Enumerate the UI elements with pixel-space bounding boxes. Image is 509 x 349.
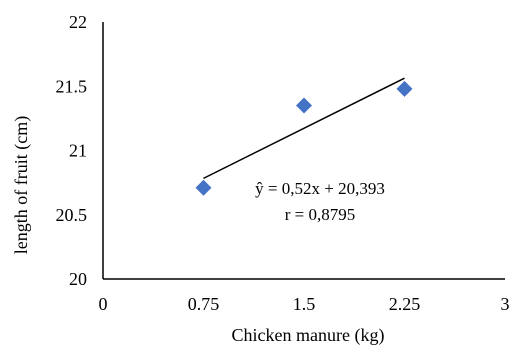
x-tick-labels: 0 0.75 1.5 2.25 3 (99, 294, 509, 314)
x-tick-label: 0.75 (188, 294, 220, 314)
x-axis-title: Chicken manure (kg) (232, 325, 385, 346)
trendline-equation: ŷ = 0,52x + 20,393 (255, 179, 385, 198)
correlation-coefficient: r = 0,8795 (285, 205, 356, 224)
data-point-marker (296, 97, 312, 114)
x-tick-label: 0 (99, 294, 108, 314)
trendline (203, 77, 405, 180)
data-point-marker (195, 179, 212, 196)
x-tick-label: 1.5 (293, 294, 316, 314)
data-points (195, 80, 413, 196)
y-tick-label: 20.5 (56, 205, 88, 225)
y-tick-labels: 20 20.5 21 21.5 22 (56, 12, 88, 289)
y-axis-title: length of fruit (cm) (11, 116, 32, 254)
data-point-marker (396, 80, 413, 97)
y-tick-label: 21.5 (56, 76, 88, 96)
x-tick-label: 3 (501, 294, 509, 314)
y-tick-label: 21 (69, 141, 87, 161)
y-tick-label: 20 (69, 269, 87, 289)
plot-area: 20 20.5 21 21.5 22 0 0.75 1.5 2.25 3 (56, 12, 509, 314)
y-tick-label: 22 (69, 12, 87, 32)
x-tick-label: 2.25 (389, 294, 421, 314)
